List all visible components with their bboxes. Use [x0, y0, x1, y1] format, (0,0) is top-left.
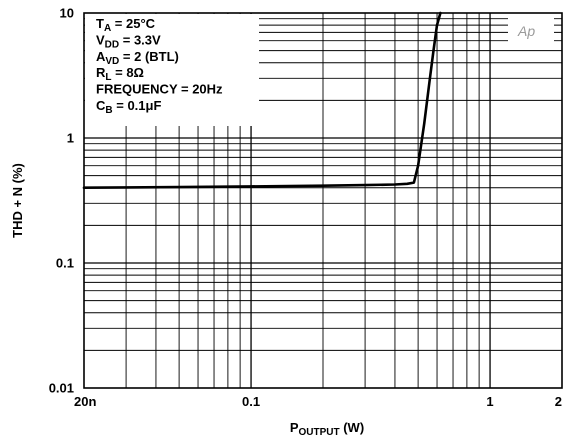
- x-tick-label: 1: [486, 394, 493, 409]
- condition-line: RL = 8Ω: [96, 65, 144, 83]
- condition-rest: = 2 (BTL): [119, 49, 179, 64]
- x-tick-label: 0.1: [242, 394, 260, 409]
- condition-sub: B: [105, 105, 112, 116]
- x-tick-label: 20n: [74, 394, 96, 409]
- condition-line: VDD = 3.3V: [96, 32, 161, 50]
- condition-main: T: [96, 16, 104, 31]
- x-axis-label: POUTPUT (W): [290, 420, 364, 438]
- condition-line: CB = 0.1μF: [96, 98, 161, 116]
- plot-frame: [83, 12, 563, 389]
- ap-watermark: Ap: [517, 23, 535, 39]
- condition-rest: = 0.1μF: [113, 98, 162, 113]
- condition-sub: VD: [105, 56, 119, 67]
- conditions-box: [85, 14, 259, 126]
- condition-main: R: [96, 65, 106, 80]
- condition-line: TA = 25°C: [96, 16, 156, 34]
- condition-sub: A: [104, 23, 111, 34]
- condition-line: AVD = 2 (BTL): [96, 49, 179, 67]
- condition-sub: DD: [105, 39, 119, 50]
- series-group: [82, 11, 442, 189]
- condition-line: FREQUENCY = 20Hz: [96, 82, 223, 97]
- x-axis-label-unit: (W): [340, 420, 365, 435]
- x-axis-label-main: P: [290, 420, 299, 435]
- condition-main: A: [96, 49, 106, 64]
- condition-rest: = 3.3V: [119, 32, 161, 47]
- y-tick-label: 10: [60, 6, 74, 21]
- condition-main: V: [96, 32, 105, 47]
- x-axis-label-sub: OUTPUT: [299, 427, 340, 438]
- condition-rest: = 25°C: [111, 16, 155, 31]
- y-tick-label: 0.01: [49, 381, 74, 396]
- watermark-box: [508, 18, 554, 42]
- x-tick-labels: 20n 0.1 1 2: [74, 394, 562, 409]
- y-tick-labels: 10 1 0.1 0.01: [49, 6, 74, 396]
- series-line: [82, 11, 442, 189]
- x-tick-label: 2: [555, 394, 562, 409]
- condition-main: FREQUENCY = 20Hz: [96, 82, 223, 97]
- condition-rest: = 8Ω: [112, 65, 144, 80]
- y-tick-label: 1: [67, 131, 74, 146]
- condition-main: C: [96, 98, 106, 113]
- condition-sub: L: [105, 72, 111, 83]
- y-tick-label: 0.1: [56, 256, 74, 271]
- y-axis-label: THD + N (%): [10, 163, 25, 238]
